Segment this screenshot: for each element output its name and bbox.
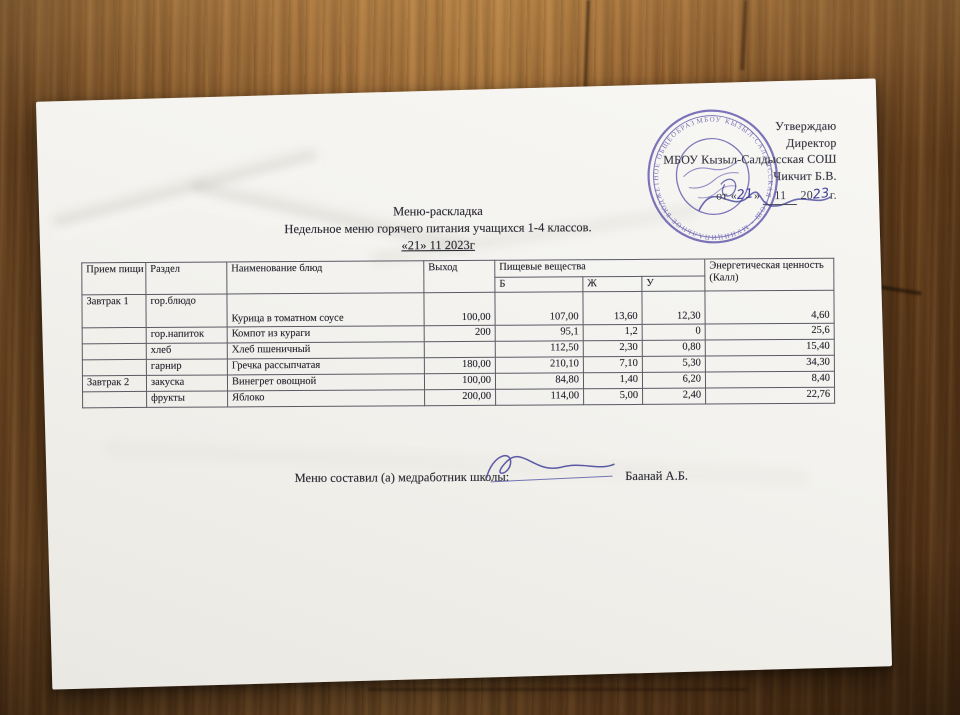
cell-meal [82,391,147,408]
col-header-dish: Наименование блюд [226,260,424,294]
cell-fat: 7,10 [583,356,643,373]
cell-meal [82,327,147,344]
cell-energy: 15,40 [705,339,835,357]
table-row: Завтрак 1 гор.блюдо Курица в томатном со… [81,290,835,328]
cell-meal: Завтрак 2 [82,375,147,392]
cell-dish: Винегрет овощной [227,373,425,391]
cell-energy: 22,76 [705,387,835,405]
cell-carbs: 12,30 [641,291,706,325]
cell-meal: Завтрак 1 [81,294,147,328]
compiled-by-line: Меню составил (а) медработник школы: Баан… [294,454,689,486]
cell-dish: Гречка рассыпчатая [227,357,425,375]
cell-dish: Яблоко [227,389,425,407]
col-header-fat: Ж [582,276,642,292]
cell-energy: 34,30 [705,355,835,373]
cell-section: фрукты [146,390,228,408]
cell-carbs: 6,20 [642,372,706,389]
cell-dish: Курица в томатном соусе [226,292,425,327]
cell-fat: 1,2 [583,324,643,341]
date-close: » [753,188,761,203]
cell-fat: 13,60 [582,291,643,325]
cell-section: гор.напиток [146,326,228,344]
col-header-section: Раздел [145,261,227,295]
cell-output: 200,00 [424,389,496,406]
cell-output [424,341,496,358]
cell-section: хлеб [146,342,228,360]
wood-plank-seam [368,688,748,691]
date-year-prefix: 20 [800,187,813,202]
director-signature [698,178,832,211]
cell-protein: 107,00 [494,291,584,326]
cell-fat: 1,40 [583,372,643,389]
cell-output: 100,00 [423,292,496,326]
cell-energy: 25,6 [705,323,835,341]
col-header-nutrients: Пищевые вещества [494,259,705,278]
cell-protein: 114,00 [495,388,584,406]
cell-fat: 5,00 [583,388,643,405]
approval-director-name: Чикчит Б.В. [773,168,837,183]
document-title-block: Меню-раскладка Недельное меню горячего п… [43,201,833,257]
cell-carbs: 2,40 [642,388,706,405]
cell-carbs: 0,80 [642,340,706,357]
cell-dish: Компот из кураги [227,325,425,343]
col-header-meal: Прием пищи [81,262,146,295]
cell-output: 180,00 [424,357,496,374]
menu-document-sheet: МБОУ КЫЗЫЛ-САЛДЫССКАЯ СОШ • МУНИЦИПАЛЬНО… [35,78,893,690]
cell-protein: 84,80 [495,372,584,390]
cell-energy: 8,40 [705,371,835,389]
cell-carbs: 5,30 [642,356,706,373]
date-prefix: от « [716,188,738,203]
cell-protein: 210,10 [495,356,584,374]
approval-line: Директор [786,135,837,150]
menu-table: Прием пищи Раздел Наименование блюд Выхо… [81,258,835,409]
energy-header-line1: Энергетическая ценность [709,259,824,272]
cell-protein: 95,1 [495,324,584,342]
date-suffix: г. [829,187,837,202]
approval-block: Утверждаю Директор МБОУ Кызыл-Салдысская… [663,118,837,206]
energy-header-line2: (Калл) [709,272,739,284]
approval-school-name: МБОУ Кызыл-Салдысская СОШ [663,151,837,167]
document-content: МБОУ КЫЗЫЛ-САЛДЫССКАЯ СОШ • МУНИЦИПАЛЬНО… [42,87,886,680]
compiled-by-label: Меню составил (а) медработник школы: [294,469,510,486]
cell-section: гарнир [146,358,228,376]
cell-meal [82,343,147,360]
cell-protein: 112,50 [495,340,584,358]
cell-section: закуска [146,374,228,392]
cell-output: 200 [424,325,496,342]
cell-carbs: 0 [642,324,706,341]
cell-dish: Хлеб пшеничный [227,341,425,359]
cell-fat: 2,30 [583,340,643,357]
medworker-signature [485,454,615,483]
medworker-name: Баанай А.Б. [625,468,689,484]
cell-section: гор.блюдо [145,293,228,328]
cell-meal [82,359,147,376]
col-header-carbs: У [641,276,705,292]
table-row: фрукты Яблоко 200,00 114,00 5,00 2,40 22… [82,387,835,408]
cell-energy: 4,60 [704,290,835,325]
col-header-output: Выход [423,260,495,293]
approval-line: Утверждаю [775,118,837,134]
col-header-protein: Б [494,276,583,293]
cell-output: 100,00 [424,373,496,390]
document-date: «21» 11 2023г [401,237,475,253]
col-header-energy: Энергетическая ценность (Калл) [704,258,834,292]
